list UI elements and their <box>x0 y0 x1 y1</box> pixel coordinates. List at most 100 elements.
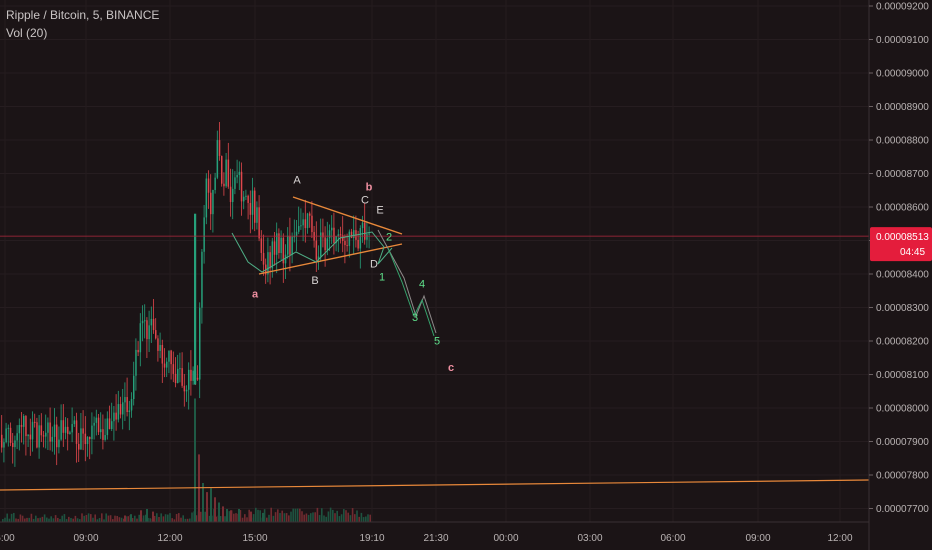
volume-bar <box>318 515 321 522</box>
drawings <box>0 196 870 491</box>
x-tick-label: 6:00 <box>0 533 15 544</box>
candle-body <box>331 227 333 231</box>
last-price-tag: 0.00008513 04:45 <box>870 227 932 262</box>
candle-body <box>333 227 335 243</box>
volume-bar <box>266 517 268 522</box>
candle-body <box>245 195 247 197</box>
x-tick-label: 15:00 <box>242 533 267 544</box>
candle-body <box>64 426 67 433</box>
candle-body <box>130 399 133 411</box>
volume-bar <box>138 514 140 522</box>
volume-bar <box>356 510 358 522</box>
volume-bar <box>72 518 74 522</box>
volume-bar <box>283 513 286 522</box>
volume-bar <box>186 518 189 522</box>
volume-bar <box>182 515 184 522</box>
candle-body <box>148 325 150 340</box>
candle-body <box>146 320 148 340</box>
y-tick-label: 0.00009000 <box>876 69 929 80</box>
volume-bar <box>103 519 105 522</box>
candle-body <box>232 188 234 203</box>
candle-body <box>45 432 47 437</box>
candle-body <box>254 190 256 223</box>
candle-body <box>240 171 243 202</box>
candle-body <box>38 425 40 448</box>
candle-body <box>60 420 62 440</box>
y-tick-label: 0.00008300 <box>876 303 929 314</box>
wave-label: a <box>252 288 259 300</box>
time-axis[interactable]: 6:00 09:00 12:00 15:00 19:10 21:30 00:00 03:00 0… <box>0 533 853 544</box>
volume-indicator-label: Vol (20) <box>6 26 48 40</box>
volume-bar <box>28 517 30 522</box>
candle-body <box>361 222 364 229</box>
volume-bar <box>347 512 349 522</box>
candle-body <box>181 368 183 386</box>
volume-bar <box>146 509 148 522</box>
candle-body <box>128 410 131 412</box>
candle-body <box>166 361 168 368</box>
volume-bar <box>101 513 103 522</box>
candle-body <box>258 207 260 239</box>
volume-bar <box>184 518 187 522</box>
volume-bar <box>123 518 125 522</box>
volume-bar <box>312 512 314 522</box>
volume-bar <box>334 513 336 522</box>
volume-bar <box>277 509 279 522</box>
volume-bar <box>301 511 303 522</box>
y-tick-label: 0.00007700 <box>876 504 929 515</box>
volume-bar <box>107 515 110 522</box>
candle-body <box>309 213 311 216</box>
candle-body <box>91 425 93 440</box>
volume-bar <box>109 515 112 522</box>
candle-body <box>291 236 293 255</box>
volume-bar <box>202 483 204 522</box>
volume-bar <box>369 514 371 522</box>
candle-body <box>317 256 320 260</box>
x-tick-label: 09:00 <box>745 533 770 544</box>
candle-body <box>135 349 137 376</box>
candle-body <box>58 439 60 448</box>
candle-body <box>133 375 135 400</box>
candle-body <box>185 389 188 392</box>
candle-body <box>298 226 300 232</box>
volume-bar <box>10 513 13 522</box>
candle-body <box>49 422 51 442</box>
volume-bar <box>158 516 160 522</box>
candle-body <box>170 350 172 365</box>
volume-bar <box>8 518 11 522</box>
candle-body <box>53 424 56 437</box>
candle-body <box>284 254 287 264</box>
volume-bar <box>153 515 156 522</box>
candle-body <box>161 344 164 364</box>
volume-bar <box>145 514 147 522</box>
wave-label: 4 <box>419 278 425 290</box>
volume-bar <box>310 513 312 522</box>
volume-bar <box>367 514 369 522</box>
candle-body <box>40 425 43 436</box>
candle-body <box>78 443 80 450</box>
volume-bar <box>351 508 354 522</box>
candle-body <box>89 436 91 440</box>
volume-bar <box>296 508 299 522</box>
volume-bar <box>114 515 116 522</box>
candle-body <box>183 385 186 392</box>
volume-bar <box>222 506 224 522</box>
candle-body <box>86 436 89 445</box>
y-tick-label: 0.00007800 <box>876 471 929 482</box>
volume-bar <box>92 517 94 522</box>
volume-bar <box>343 509 345 522</box>
volume-bar <box>354 514 356 522</box>
volume-bar <box>325 516 327 522</box>
candle-body <box>177 368 179 384</box>
volume-bar <box>365 516 367 522</box>
candle-body <box>84 433 87 445</box>
volume-bar <box>338 516 341 522</box>
volume-bar <box>305 513 308 522</box>
breakout-candle <box>194 213 197 385</box>
candle-body <box>302 219 304 226</box>
candle-body <box>111 421 113 430</box>
volume-bar <box>173 519 176 522</box>
wave-label: 3 <box>412 312 418 324</box>
